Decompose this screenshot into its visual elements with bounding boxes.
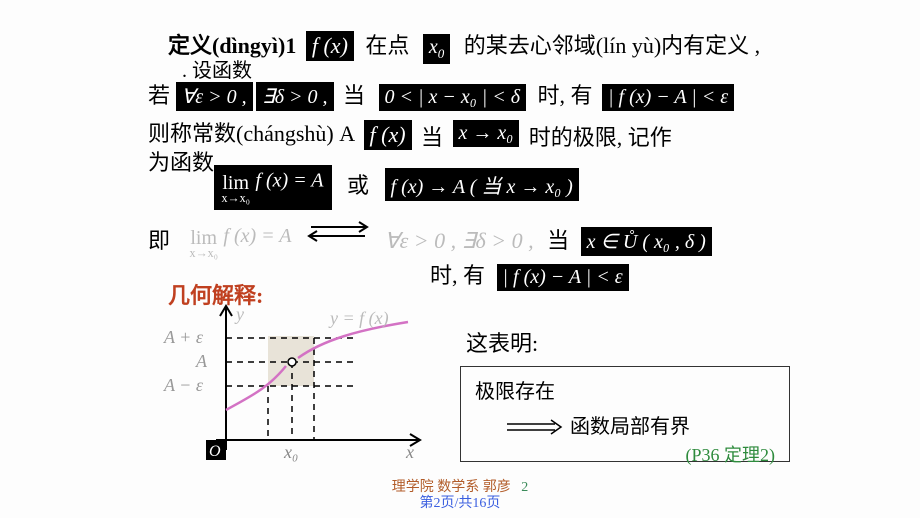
shi-you2: 时, 有 — [538, 83, 593, 108]
callout-ref: (P36 定理2) — [475, 441, 775, 467]
line1: 定义(dìngyì)1 . 设函数 f (x) 在点 x0 的某去心邻域(lín… — [168, 28, 760, 64]
shi-you6: 时, 有 — [430, 263, 485, 288]
svg-text:y: y — [234, 304, 244, 324]
open-point-icon — [288, 358, 296, 366]
svg-text:A: A — [195, 351, 208, 371]
slide: 定义(dìngyì)1 . 设函数 f (x) 在点 x0 的某去心邻域(lín… — [0, 0, 920, 518]
x0-box: x0 — [423, 34, 450, 64]
or: 或 — [347, 173, 369, 198]
callout-box: 极限存在 函数局部有界 (P36 定理2) — [460, 366, 790, 462]
svg-text:y = f (x): y = f (x) — [328, 308, 389, 329]
at-point: 在点 — [365, 33, 409, 58]
dang3: 当 — [421, 125, 443, 150]
implies-arrow-icon — [505, 419, 565, 435]
line4: lim x→x₀ f (x) = A 或 f (x) → A ( 当 x → x… — [148, 165, 579, 210]
ruo: 若 — [148, 83, 170, 108]
line5: 即 lim x→x₀ f (x) = A ∀ε > 0 , ∃δ > 0 , 当… — [148, 218, 712, 261]
dang2: 当 — [343, 83, 365, 108]
svg-text:x: x — [405, 442, 414, 462]
explain-title: 这表明: — [466, 326, 538, 358]
svg-text:x₀: x₀ — [283, 442, 298, 462]
ineq-box6: | f (x) − A | < ε — [497, 264, 629, 291]
xto-box: x → x₀ — [453, 120, 520, 147]
limit-graph: y y = f (x) A + ε A A − ε O x₀ x — [158, 300, 438, 470]
line2: 若 ∀ε > 0 , ∃δ > 0 , 当 0 < | x − x₀ | < δ… — [148, 78, 734, 111]
iff-arrow-icon — [303, 218, 373, 244]
xin-box: x ∈ Ů ( x₀ , δ ) — [581, 227, 712, 256]
line6: 时, 有 | f (x) − A | < ε — [430, 258, 629, 291]
lim-box: lim x→x₀ f (x) = A — [214, 165, 332, 210]
fx-box3: f (x) — [364, 120, 412, 150]
callout-l1: 极限存在 — [475, 375, 775, 404]
alt-box: f (x) → A ( 当 x → x₀ ) — [385, 168, 579, 201]
svg-text:O: O — [209, 443, 221, 460]
cond-box: 0 < | x − x₀ | < δ — [379, 84, 527, 111]
lim-gray: lim x→x₀ f (x) = A — [190, 228, 298, 253]
callout-l2: 函数局部有界 — [570, 416, 690, 438]
fx-box: f (x) — [306, 31, 354, 61]
ineq-box: | f (x) − A | < ε — [602, 84, 734, 111]
dang5: 当 — [547, 228, 569, 253]
iff-rhs: ∀ε > 0 , ∃δ > 0 , — [385, 228, 534, 253]
forall-box: ∀ε > 0 , — [176, 82, 253, 111]
limit-text: 时的极限, 记作 — [529, 125, 672, 150]
exists-box: ∃δ > 0 , — [256, 82, 333, 111]
footer-page: 第2页/共16页 — [0, 492, 920, 512]
neighborhood: 的某去心邻域(lín yù)内有定义 , — [464, 33, 760, 58]
svg-text:A − ε: A − ε — [163, 375, 204, 395]
ji: 即 — [148, 228, 170, 253]
svg-text:A + ε: A + ε — [163, 327, 204, 347]
